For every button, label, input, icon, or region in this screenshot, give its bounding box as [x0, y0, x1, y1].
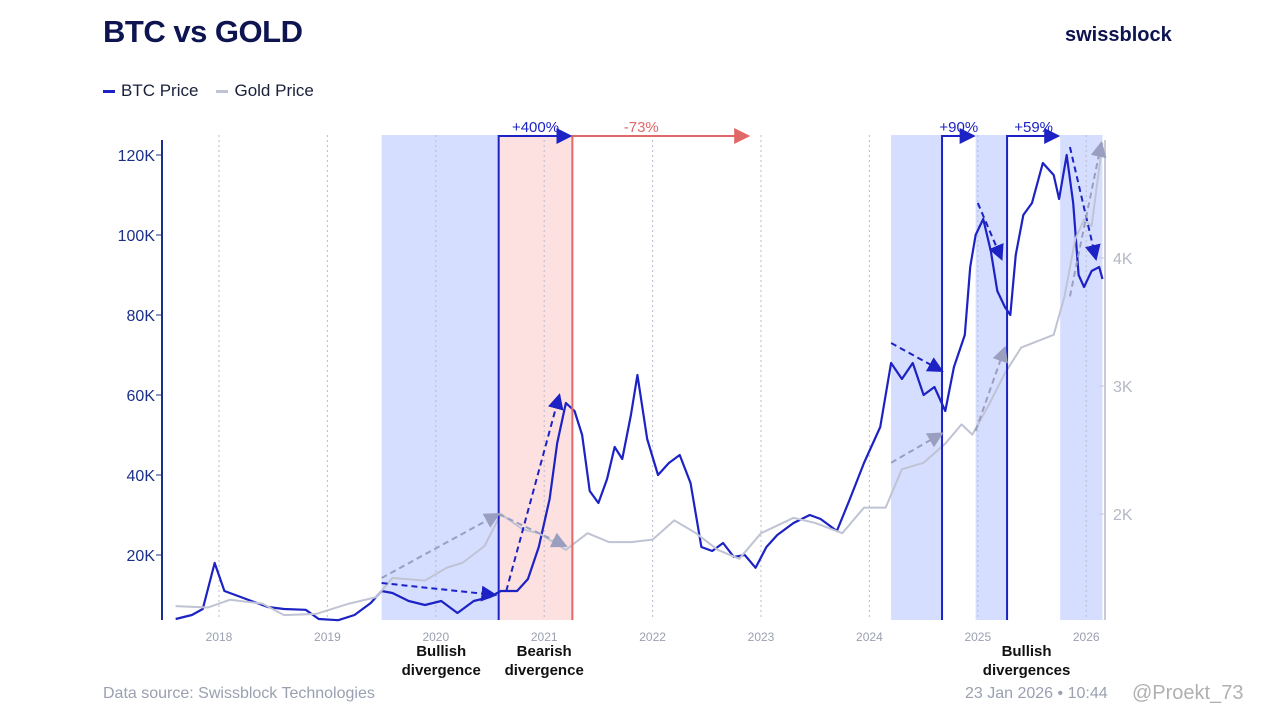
move-label: +90%: [939, 119, 978, 136]
y-right-tick-label: 3K: [1113, 379, 1133, 396]
region-label: Bullish: [1002, 643, 1052, 660]
page-title: BTC vs GOLD: [103, 14, 303, 49]
legend-swatch-gold: [216, 90, 229, 94]
region-label: divergences: [983, 662, 1071, 679]
bullish-region: [381, 135, 499, 620]
y-left-tick-label: 40K: [127, 468, 156, 485]
y-right-tick-label: 2K: [1113, 507, 1133, 524]
y-left-tick-label: 100K: [118, 228, 156, 245]
legend-item-gold: Gold Price: [216, 81, 314, 101]
timestamp: 23 Jan 2026 • 10:44: [965, 685, 1108, 702]
move-label: +400%: [512, 119, 559, 136]
x-tick-label: 2019: [314, 630, 341, 644]
x-tick-label: 2023: [748, 630, 775, 644]
x-tick-label: 2021: [531, 630, 558, 644]
x-tick-label: 2024: [856, 630, 883, 644]
x-tick-label: 2022: [639, 630, 666, 644]
legend: BTC Price Gold Price: [103, 81, 314, 101]
x-tick-label: 2020: [422, 630, 449, 644]
y-left-tick-label: 20K: [127, 548, 156, 565]
region-label: divergence: [402, 662, 481, 679]
y-left-tick-label: 60K: [127, 388, 156, 405]
btc-divergence-arrow: [505, 393, 564, 592]
legend-label: BTC Price: [121, 81, 199, 100]
legend-label: Gold Price: [234, 81, 314, 100]
move-label: -73%: [624, 119, 659, 136]
x-tick-label: 2025: [964, 630, 991, 644]
x-tick-label: 2018: [206, 630, 233, 644]
legend-item-btc: BTC Price: [103, 81, 198, 101]
watermark: @Proekt_73: [1132, 682, 1244, 704]
data-source: Data source: Swissblock Technologies: [103, 685, 375, 702]
y-left-tick-label: 80K: [127, 308, 156, 325]
btc-divergence-arrow: [1068, 146, 1101, 261]
region-label: divergence: [505, 662, 584, 679]
region-label: Bullish: [416, 643, 466, 660]
y-left-tick-label: 120K: [118, 148, 156, 165]
bullish-region: [1060, 135, 1103, 620]
region-label: Bearish: [517, 643, 572, 660]
gold-divergence-arrow: [498, 513, 568, 548]
gold-price-line: [175, 142, 1104, 617]
btc-price-line: [175, 153, 1104, 622]
x-tick-label: 2026: [1073, 630, 1100, 644]
gold-divergence-arrow: [974, 345, 1008, 432]
y-right-tick-label: 4K: [1113, 251, 1133, 268]
gold-divergence-arrow: [1068, 140, 1107, 297]
brand-logo: swissblock: [1065, 24, 1172, 46]
btc-divergence-arrow: [381, 582, 498, 602]
btc-divergence-arrow: [976, 202, 1004, 261]
legend-swatch-btc: [103, 90, 115, 94]
move-label: +59%: [1014, 119, 1053, 136]
gold-divergence-arrow: [381, 513, 501, 579]
